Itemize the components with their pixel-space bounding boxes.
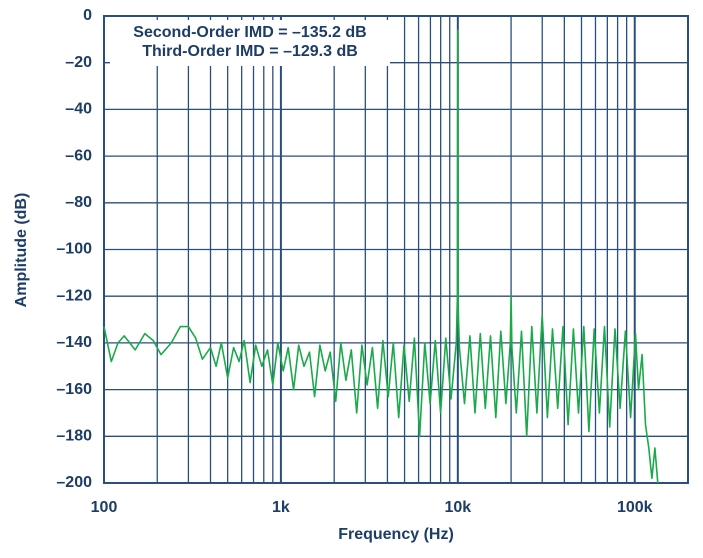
y-axis-title: Amplitude (dB) (13, 193, 30, 308)
y-tick-label: –40 (65, 101, 92, 118)
plot-frame (103, 15, 689, 484)
y-tick-label: –200 (56, 474, 92, 491)
annotation-box (110, 20, 390, 66)
y-tick-label: –160 (56, 381, 92, 398)
y-tick-label: –20 (65, 54, 92, 71)
y-tick-label: –80 (65, 194, 92, 211)
x-axis-title: Frequency (Hz) (338, 526, 454, 543)
annotation: Third-Order IMD = –129.3 dB (142, 43, 358, 60)
annotation: Second-Order IMD = –135.2 dB (133, 24, 366, 41)
y-tick-label: –120 (56, 287, 92, 304)
x-tick-label: 10k (444, 499, 471, 516)
y-tick-label: –180 (56, 428, 92, 445)
x-tick-label: 1k (272, 499, 290, 516)
y-tick-label: –100 (56, 241, 92, 258)
x-tick-label: 100k (617, 499, 653, 516)
y-tick-label: 0 (83, 7, 92, 24)
spectrum-line (103, 29, 659, 484)
grid (103, 15, 689, 484)
y-tick-label: –60 (65, 147, 92, 164)
x-tick-label: 100 (91, 499, 118, 516)
y-tick-label: –140 (56, 334, 92, 351)
